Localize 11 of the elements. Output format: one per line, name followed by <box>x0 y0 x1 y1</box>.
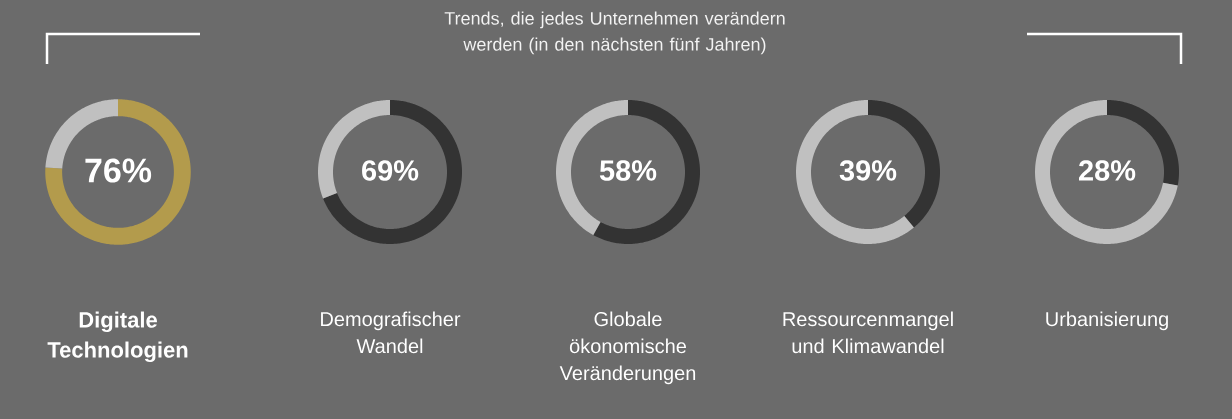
data-label: 39% <box>839 160 897 181</box>
text: Digitale Technologien <box>47 311 188 363</box>
data-label: 69% <box>362 160 419 181</box>
data-label: 76% <box>85 158 152 183</box>
chart-title: Trends, die jedes Unternehmen verändern werden (in den nächsten fünf Jahren) <box>444 11 785 55</box>
text: Urbanisierung <box>1046 311 1168 331</box>
data-label: 28% <box>1079 160 1136 181</box>
text: Ressourcenmangel und Klimawandel <box>783 311 953 354</box>
text: Demografischer Wandel <box>321 311 461 354</box>
text: Globale ökonomische Veränderungen <box>559 311 696 385</box>
data-label: 58% <box>599 160 657 181</box>
